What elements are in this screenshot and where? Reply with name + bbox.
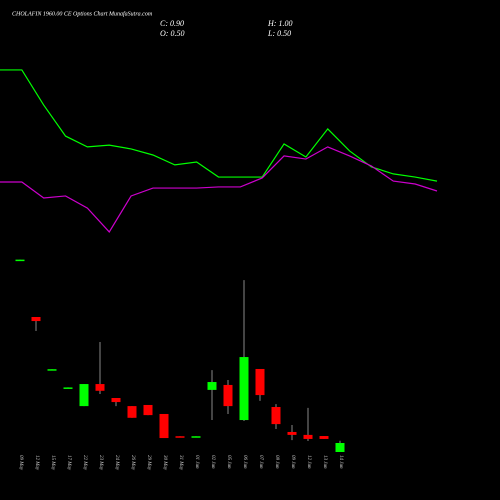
candle-body [223,384,233,407]
candle-body [191,436,201,438]
candle-body [111,398,121,403]
x-tick-label: 13 Jun [322,455,327,469]
chart-title: CHOLAFIN 1960.00 CE Options Chart Munafa… [12,10,153,17]
candle-body [15,259,25,262]
candle-body [287,431,297,435]
x-tick-label: 08 Jun [274,455,279,469]
x-tick-label: 31 May [178,455,183,471]
line-series [0,146,438,233]
close-label: C: 0.90 [160,19,184,28]
x-tick-label: 12 Jun [306,455,311,469]
x-tick-label: 09 Jun [290,455,295,469]
x-tick-label: 24 May [114,455,119,471]
candle-body [255,368,265,396]
x-tick-label: 01 Jun [194,455,199,469]
x-tick-label: 23 May [98,455,103,471]
x-tick-label: 14 Jun [338,455,343,469]
x-tick-label: 06 Jun [242,455,247,469]
line-series [0,69,438,182]
candle-body [63,387,73,389]
high-label: H: 1.00 [267,19,292,28]
candle-body [207,382,217,390]
x-tick-label: 05 Jun [226,455,231,469]
candle-body [271,407,281,425]
candle-body [143,404,153,416]
x-tick-label: 30 May [162,455,167,471]
candle-body [303,434,313,439]
candle-body [127,406,137,418]
x-tick-label: 07 Jun [258,455,263,469]
open-label: O: 0.50 [160,29,184,38]
candle-body [95,384,105,391]
x-tick-label: 17 May [66,455,71,471]
candle-body [319,436,329,439]
candle-body [335,443,345,452]
low-label: L: 0.50 [267,29,291,38]
x-tick-label: 22 May [82,455,87,471]
candle-body [79,384,89,407]
x-tick-label: 02 Jun [210,455,215,469]
candle-body [175,436,185,438]
x-tick-label: 26 May [130,455,135,471]
x-tick-label: 09 May [18,455,23,471]
candle-body [47,369,57,371]
x-tick-label: 29 May [146,455,151,471]
candle-body [31,317,41,322]
x-tick-label: 12 May [34,455,39,471]
candle-body [239,357,249,421]
x-tick-label: 15 May [50,455,55,471]
candle-body [159,413,169,439]
